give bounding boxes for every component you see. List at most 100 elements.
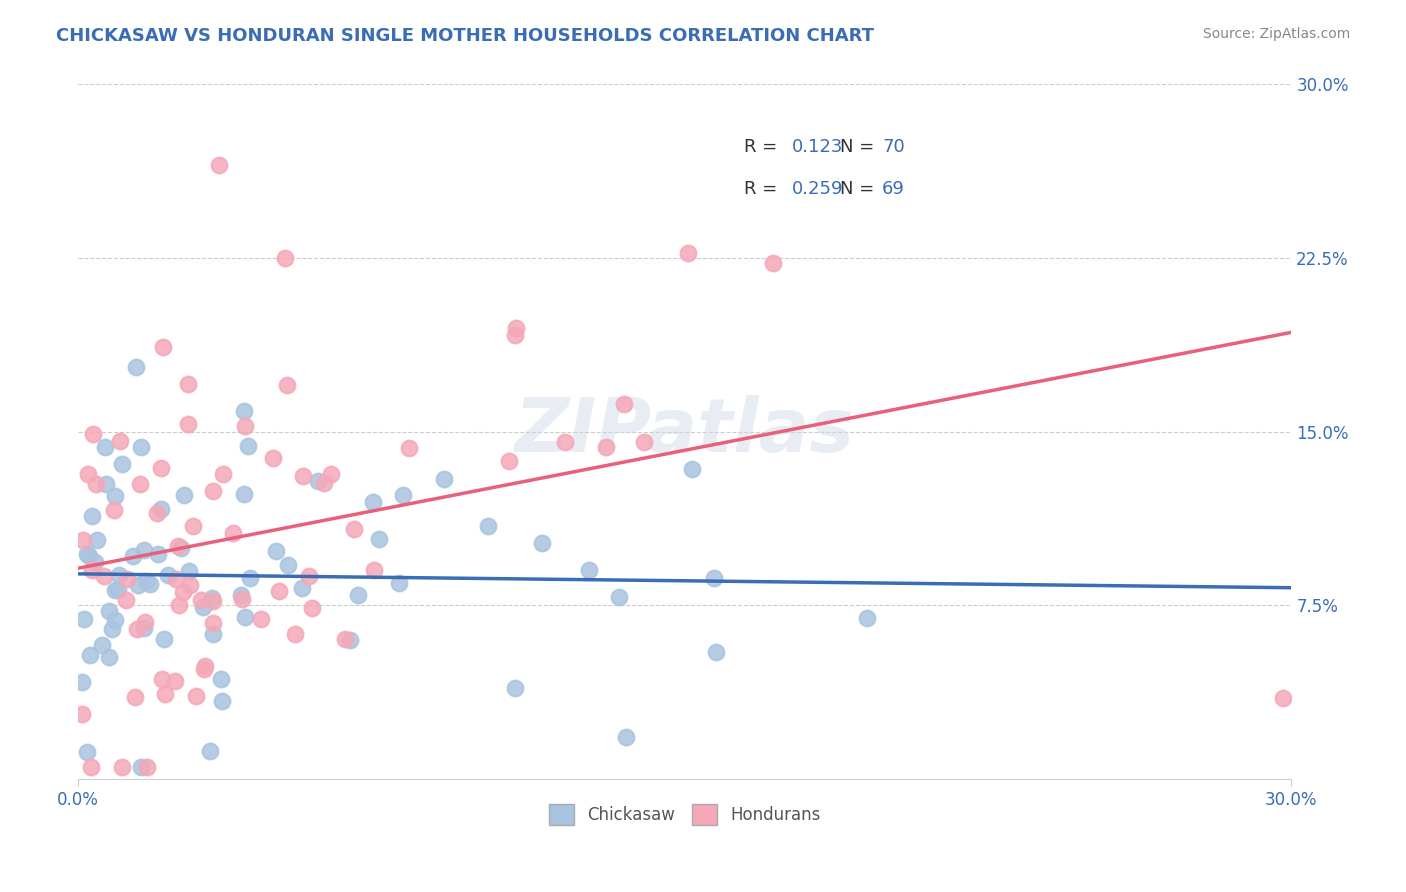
Point (201, 593, 224, 607)
Point (121, 549, 143, 564)
Point (127, 578, 149, 592)
Point (150, 673, 173, 687)
Point (269, 583, 291, 598)
Point (554, 435, 576, 450)
Point (312, 475, 335, 490)
Point (129, 760, 152, 774)
Text: 70: 70 (882, 137, 905, 155)
Point (167, 539, 190, 553)
Point (262, 451, 284, 466)
Point (165, 674, 187, 689)
Point (264, 544, 287, 558)
Point (191, 599, 214, 614)
Text: 69: 69 (882, 180, 905, 198)
Point (134, 543, 156, 558)
Text: N =: N = (839, 180, 880, 198)
Point (498, 453, 520, 467)
Point (333, 632, 356, 646)
Point (856, 611, 879, 625)
Point (762, 256, 785, 270)
Point (169, 599, 191, 613)
Point (208, 158, 231, 172)
Point (138, 576, 160, 591)
Point (276, 377, 298, 392)
Point (392, 488, 415, 502)
Point (84, 476, 107, 491)
Point (307, 475, 329, 489)
Point (201, 591, 224, 605)
Point (614, 731, 637, 745)
Point (170, 541, 193, 555)
Point (104, 582, 127, 597)
Point (104, 613, 127, 627)
Point (73, 612, 96, 626)
Point (190, 593, 212, 607)
Point (135, 760, 157, 774)
Point (129, 477, 152, 491)
Point (198, 744, 221, 758)
Point (202, 627, 225, 641)
Point (298, 569, 321, 583)
Point (703, 571, 725, 585)
Point (367, 532, 389, 546)
Point (477, 519, 499, 533)
Point (70, 707, 93, 722)
Point (152, 632, 174, 647)
Point (84, 555, 107, 569)
Text: R =: R = (744, 137, 783, 155)
Point (86, 533, 108, 547)
Point (681, 462, 703, 476)
Point (77, 549, 100, 563)
Point (676, 246, 699, 260)
Text: R =: R = (744, 180, 783, 198)
Point (110, 458, 132, 472)
Point (607, 591, 630, 605)
Point (235, 610, 257, 624)
Point (231, 592, 253, 607)
Point (76, 746, 98, 760)
Point (77, 467, 100, 481)
Point (319, 467, 342, 481)
Point (103, 503, 125, 517)
Point (79, 648, 101, 663)
Point (94, 477, 117, 491)
Point (186, 689, 208, 703)
Point (505, 320, 527, 334)
Point (232, 404, 254, 418)
Point (211, 467, 233, 482)
Text: 0.259: 0.259 (792, 180, 844, 198)
Point (93, 569, 115, 583)
Point (125, 623, 148, 637)
Point (231, 588, 253, 602)
Point (148, 547, 170, 561)
Point (202, 484, 225, 499)
Point (301, 600, 323, 615)
Point (209, 672, 232, 686)
Point (115, 572, 138, 586)
Point (150, 501, 173, 516)
Point (101, 622, 124, 636)
Point (291, 582, 314, 596)
Point (201, 615, 224, 630)
Point (177, 564, 200, 578)
Point (239, 571, 262, 585)
Point (633, 435, 655, 450)
Point (114, 592, 136, 607)
Point (342, 522, 364, 536)
Point (578, 562, 600, 576)
Point (108, 434, 131, 449)
Point (277, 558, 299, 572)
Point (107, 568, 129, 582)
Point (156, 567, 179, 582)
Point (284, 627, 307, 641)
Point (233, 487, 256, 501)
Point (347, 588, 370, 602)
Point (111, 760, 134, 774)
Point (98, 649, 121, 664)
Point (388, 576, 411, 591)
Point (72, 533, 94, 547)
Point (222, 526, 245, 541)
Point (250, 611, 273, 625)
Point (531, 536, 554, 550)
Point (80, 563, 103, 577)
